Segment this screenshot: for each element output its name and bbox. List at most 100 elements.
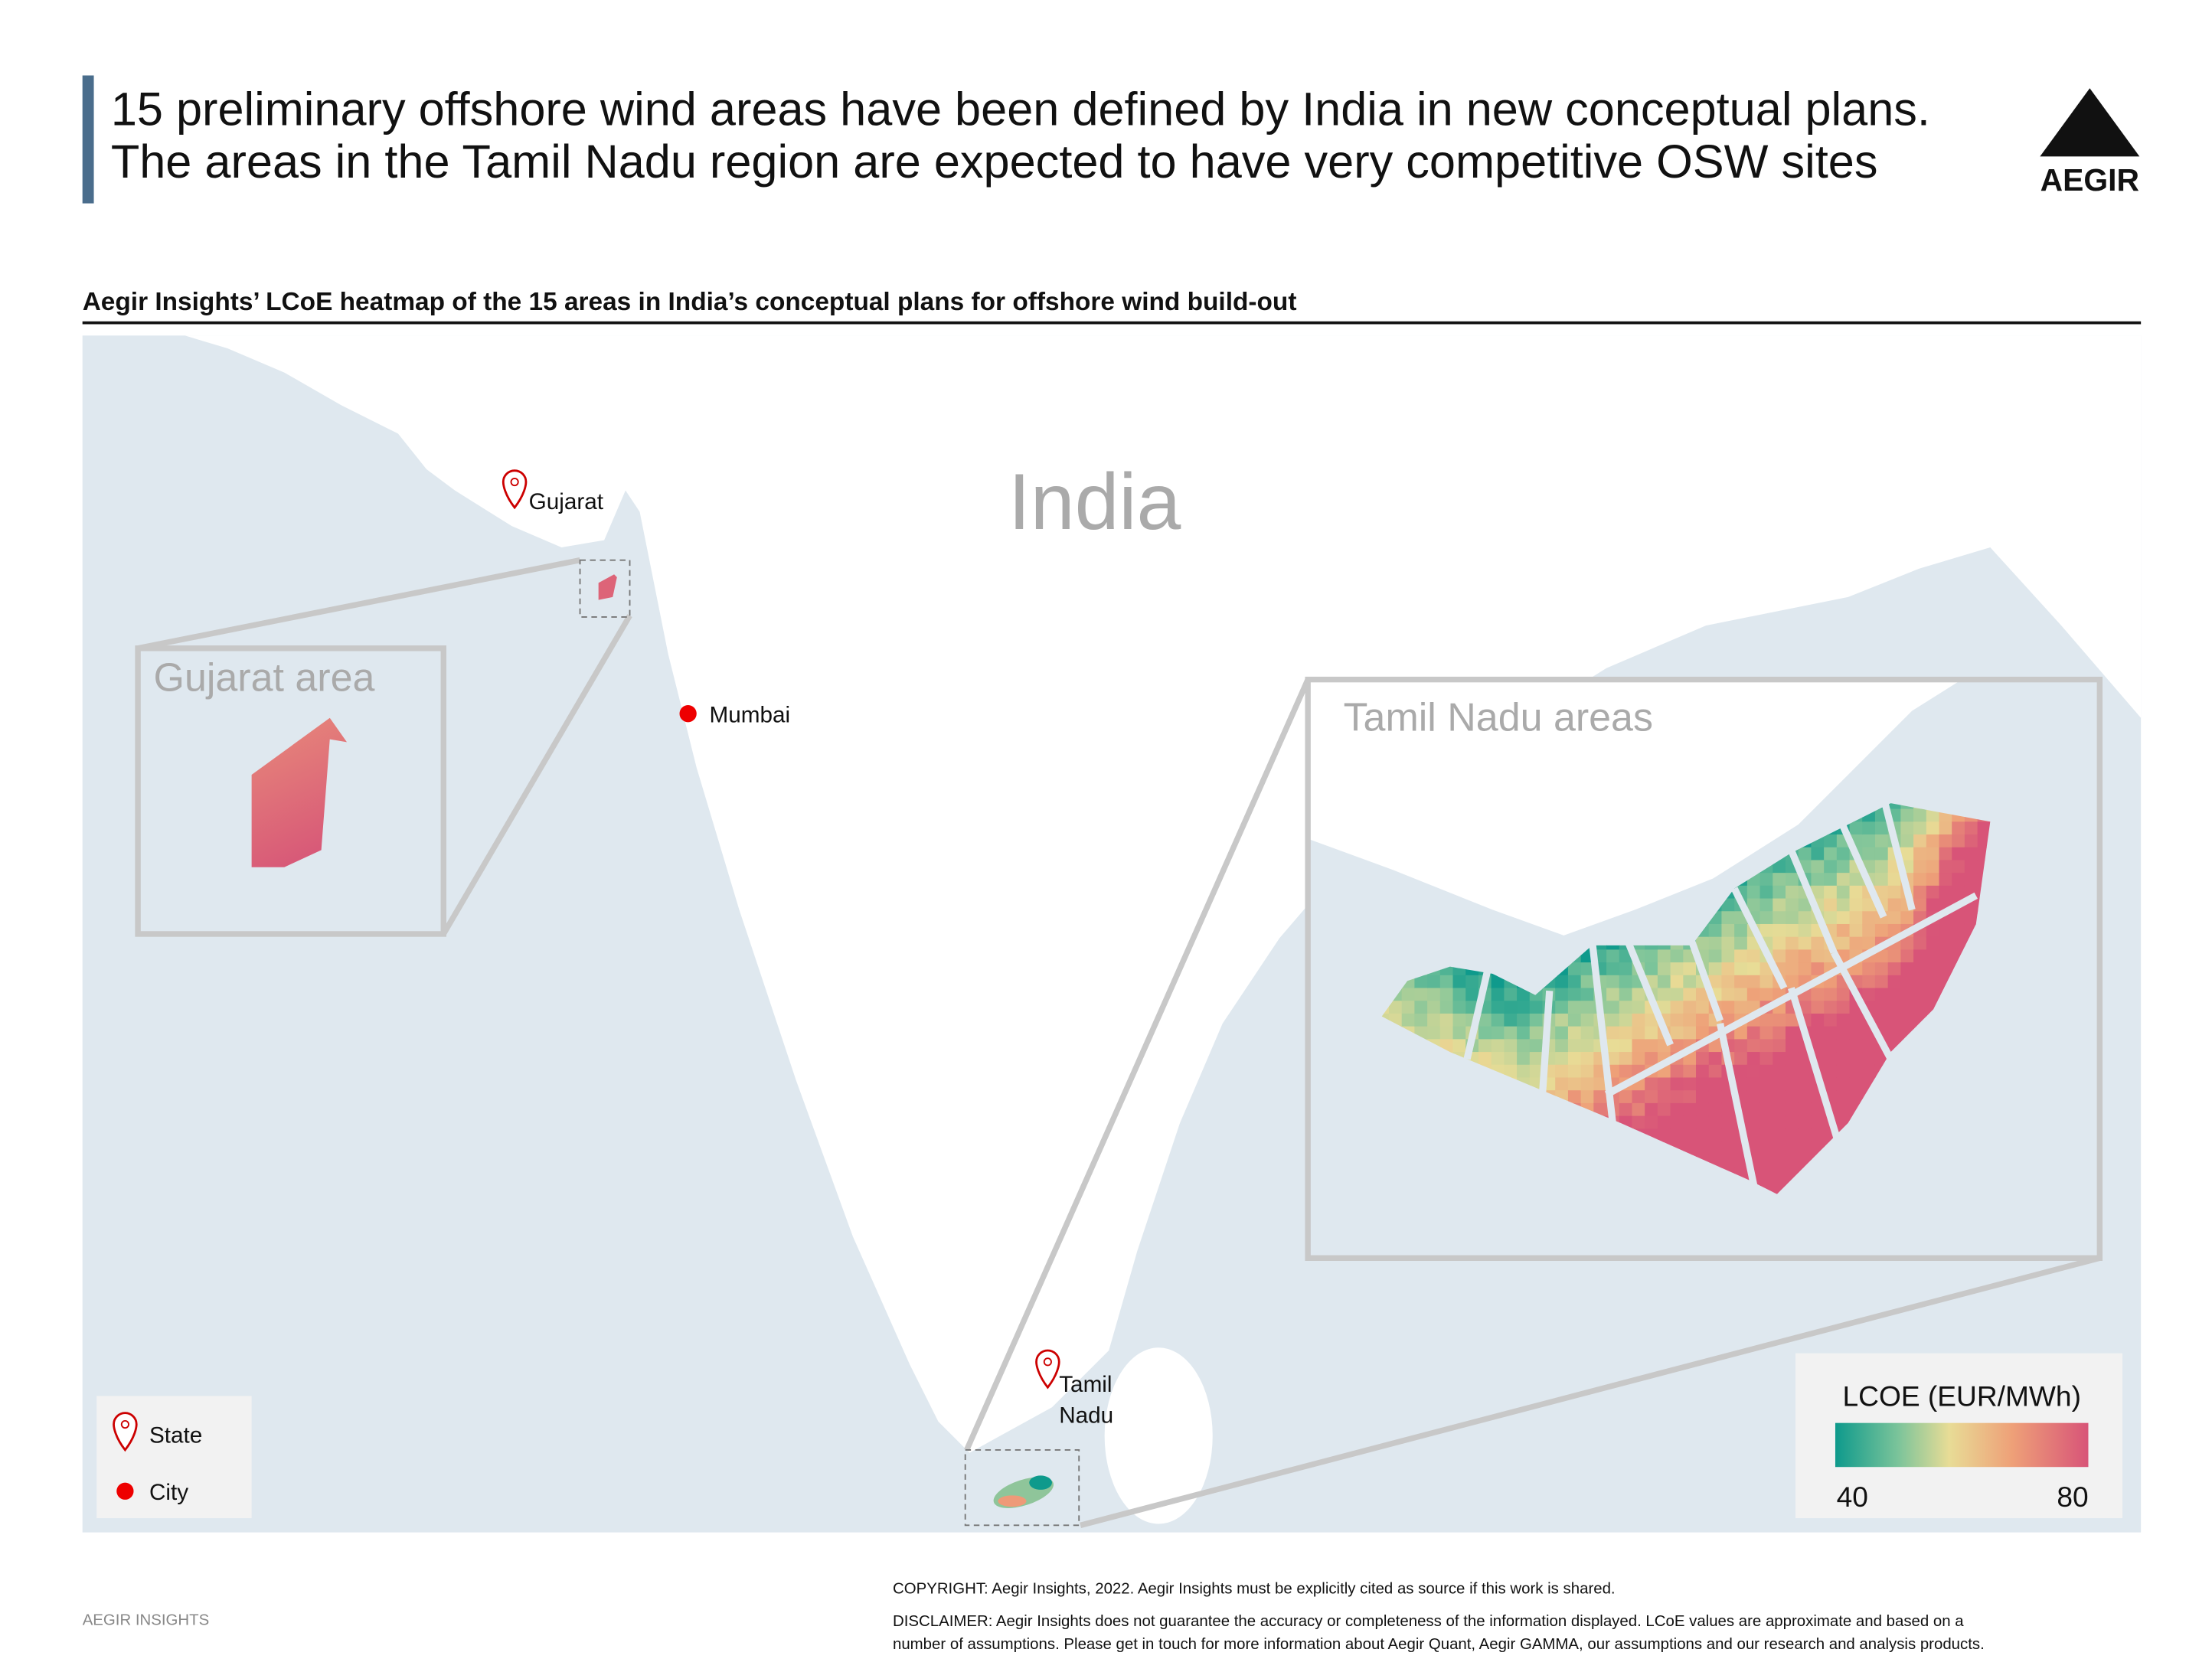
heat-cell	[1567, 1039, 1582, 1053]
heat-cell	[1862, 898, 1876, 913]
heat-cell	[1939, 860, 1953, 874]
heat-cell	[1811, 847, 1825, 861]
heat-cell	[1567, 962, 1582, 976]
heat-cell	[1913, 885, 1927, 900]
heat-cell	[1939, 923, 1953, 938]
heat-cell	[1696, 1128, 1710, 1142]
heat-cell	[1567, 1013, 1582, 1027]
heat-cell	[1606, 1013, 1620, 1027]
heat-cell	[1952, 936, 1965, 951]
state-pin	[1035, 1349, 1060, 1390]
heat-cell	[1913, 847, 1927, 861]
heat-cell	[1580, 1077, 1595, 1092]
heat-cell	[1529, 1064, 1544, 1079]
heat-cell	[1670, 1115, 1684, 1130]
heat-cell	[1696, 1102, 1710, 1117]
heat-cell	[1529, 1039, 1544, 1053]
heat-cell	[1452, 975, 1467, 989]
heat-cell	[1619, 988, 1633, 1002]
heat-cell	[1517, 1001, 1531, 1014]
heat-cell	[1606, 1026, 1620, 1040]
heat-cell	[1977, 821, 1991, 835]
heat-cell	[1913, 821, 1927, 835]
heat-cell	[1785, 1090, 1799, 1104]
heat-cell	[1708, 975, 1723, 989]
heat-cell	[1785, 885, 1799, 900]
heat-cell	[1746, 1090, 1761, 1104]
heat-cell	[1887, 949, 1902, 964]
heat-cell	[1670, 975, 1684, 989]
heat-cell	[1773, 885, 1786, 900]
heat-cell	[1785, 898, 1799, 913]
heat-cell	[1900, 847, 1915, 861]
heat-cell	[1683, 975, 1697, 989]
heat-cell	[1746, 975, 1761, 989]
heat-cell	[1746, 988, 1761, 1002]
heat-cell	[1478, 1052, 1492, 1066]
heat-cell	[1811, 1026, 1825, 1040]
heat-cell	[1773, 898, 1786, 913]
heat-cell	[1785, 911, 1799, 925]
heat-cell	[1964, 911, 1978, 925]
heat-cell	[1773, 1013, 1786, 1027]
heat-cell	[1926, 847, 1940, 861]
heat-cell	[1773, 1064, 1786, 1079]
heat-cell	[1427, 975, 1441, 989]
heat-cell	[1439, 1001, 1454, 1014]
heat-cell	[1696, 1090, 1710, 1104]
title-line: 15 preliminary offshore wind areas have …	[111, 83, 1930, 136]
heat-cell	[1683, 1141, 1697, 1155]
heat-cell	[1759, 1141, 1774, 1155]
copyright: COPYRIGHT: Aegir Insights, 2022. Aegir I…	[893, 1580, 1616, 1597]
heat-cell	[1721, 911, 1736, 925]
focus-box	[964, 1449, 1080, 1527]
heat-cell	[1619, 1052, 1633, 1066]
heat-cell	[1491, 1013, 1505, 1027]
heat-cell	[1773, 1026, 1786, 1040]
heat-cell	[1849, 898, 1864, 913]
heat-cell	[1900, 1013, 1915, 1027]
heat-cell	[1683, 1090, 1697, 1104]
heat-cell	[1926, 860, 1940, 874]
heat-cell	[1836, 1077, 1851, 1092]
heat-cell	[1491, 1039, 1505, 1053]
heat-cell	[1670, 962, 1684, 976]
heat-cell	[1811, 1039, 1825, 1053]
heat-cell	[1696, 936, 1710, 951]
heat-cell	[1862, 975, 1876, 989]
heat-cell	[1900, 834, 1915, 848]
heat-cell	[1874, 821, 1889, 835]
heat-cell	[1734, 1064, 1748, 1079]
heat-cell	[1619, 1013, 1633, 1027]
heat-cell	[1900, 975, 1915, 989]
legend-pin	[113, 1412, 138, 1452]
land	[1308, 679, 1962, 936]
heat-cell	[1734, 962, 1748, 976]
heat-cell	[1734, 1077, 1748, 1092]
heat-cell	[1746, 1077, 1761, 1092]
heat-cell	[1619, 1102, 1633, 1117]
heat-cell	[1939, 885, 1953, 900]
area-shape	[1029, 1475, 1052, 1490]
heat-cell	[1670, 1064, 1684, 1079]
heat-cell	[1721, 949, 1736, 964]
heat-cell	[1939, 962, 1953, 976]
heat-cell	[1773, 1154, 1786, 1168]
heat-cell	[1811, 1102, 1825, 1117]
heat-cell	[1887, 885, 1902, 900]
heat-cell	[1746, 949, 1761, 964]
heat-cell	[1645, 962, 1658, 976]
heat-cell	[1414, 1013, 1429, 1027]
heat-cell	[1414, 1001, 1429, 1014]
heat-cell	[1849, 1077, 1864, 1092]
heat-cell	[1785, 949, 1799, 964]
heat-cell	[1504, 1064, 1518, 1079]
heat-cell	[1746, 1115, 1761, 1130]
heat-cell	[1773, 949, 1786, 964]
heat-cell	[1580, 975, 1595, 989]
heat-cell	[1824, 847, 1838, 861]
heat-cell	[1824, 885, 1838, 900]
heat-cell	[1632, 1001, 1646, 1014]
heat-cell	[1401, 1013, 1416, 1027]
heat-cell	[1683, 1026, 1697, 1040]
